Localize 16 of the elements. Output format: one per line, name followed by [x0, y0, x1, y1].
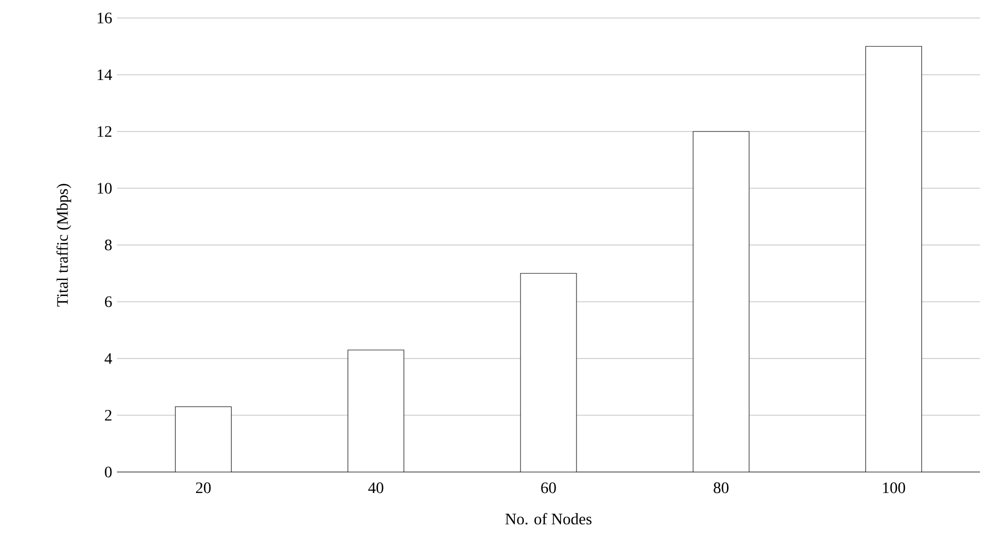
- y-tick-label: 6: [104, 296, 112, 308]
- y-tick-label: 12: [98, 126, 112, 137]
- y-tick-label: 16: [98, 12, 112, 24]
- x-tick-label: 100: [883, 482, 906, 494]
- y-tick-label: 2: [105, 410, 112, 421]
- y-tick-label: 0: [104, 466, 112, 478]
- y-tick-label: 14: [98, 69, 112, 80]
- y-tick-label: 8: [104, 240, 112, 250]
- y-tick-label: 10: [98, 182, 112, 194]
- y-axis-title: Tital traffic (Mbps): [56, 184, 72, 306]
- y-tick-label: 4: [104, 353, 112, 364]
- x-axis-title: No. of Nodes: [505, 513, 592, 525]
- x-tick-label: 80: [714, 482, 728, 494]
- x-tick-label: 20: [196, 482, 211, 494]
- x-tick-label: 60: [541, 482, 556, 494]
- x-tick-label: 40: [368, 482, 384, 494]
